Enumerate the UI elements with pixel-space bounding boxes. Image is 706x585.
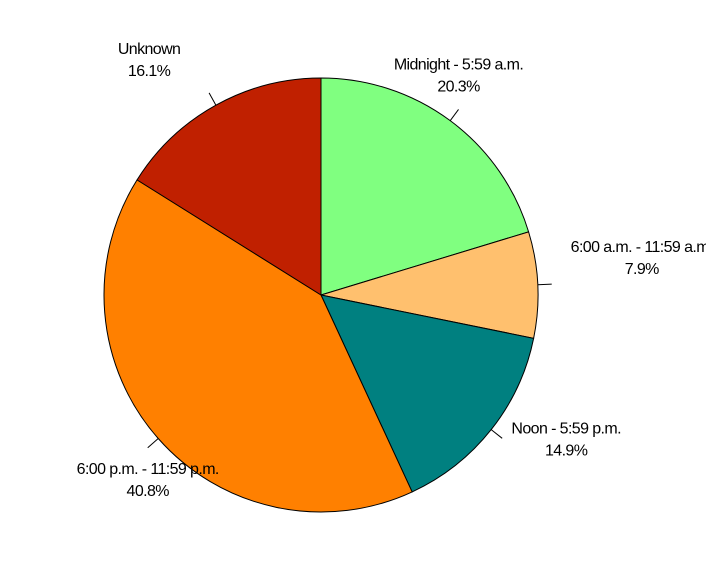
pie-leader-line-midnight-5-59-a-m	[449, 109, 459, 121]
pie-label-6-00-p-m-11-59-p-m: 6:00 p.m. - 11:59 p.m.	[77, 461, 219, 478]
pie-value-label-midnight-5-59-a-m: 20.3%	[437, 78, 480, 95]
pie-slice-noon-5-59-p-m	[320, 294, 535, 493]
pie-slice-unknown	[136, 77, 322, 296]
pie-label-noon-5-59-p-m: Noon - 5:59 p.m.	[511, 420, 621, 437]
pie-labels: Midnight - 5:59 a.m. 20.3% 6:00 a.m. - 11:…	[77, 41, 706, 500]
pie-value-label-unknown: 16.1%	[128, 63, 171, 80]
pie-value-label-6-00-a-m-11-59-a-m: 7.9%	[625, 261, 659, 278]
pie-leader-line-6-00-a-m-11-59-a-m	[537, 283, 552, 286]
pie-leader-line-unknown	[208, 92, 217, 106]
pie-slice-midnight-5-59-a-m	[320, 77, 530, 296]
pie-label-midnight-5-59-a-m: Midnight - 5:59 a.m.	[394, 56, 523, 73]
pie-label-6-00-a-m-11-59-a-m: 6:00 a.m. - 11:59 a.m.	[571, 239, 706, 256]
pie-slice-6-00-a-m-11-59-a-m	[320, 231, 539, 339]
pie-slices	[103, 77, 539, 513]
pie-value-label-noon-5-59-p-m: 14.9%	[545, 442, 588, 459]
pie-label-unknown: Unknown	[118, 41, 181, 58]
pie-value-label-6-00-p-m-11-59-p-m: 40.8%	[127, 483, 170, 500]
pie-leader-line-noon-5-59-p-m	[490, 429, 503, 439]
pie-leader-line-6-00-p-m-11-59-p-m	[147, 438, 159, 449]
